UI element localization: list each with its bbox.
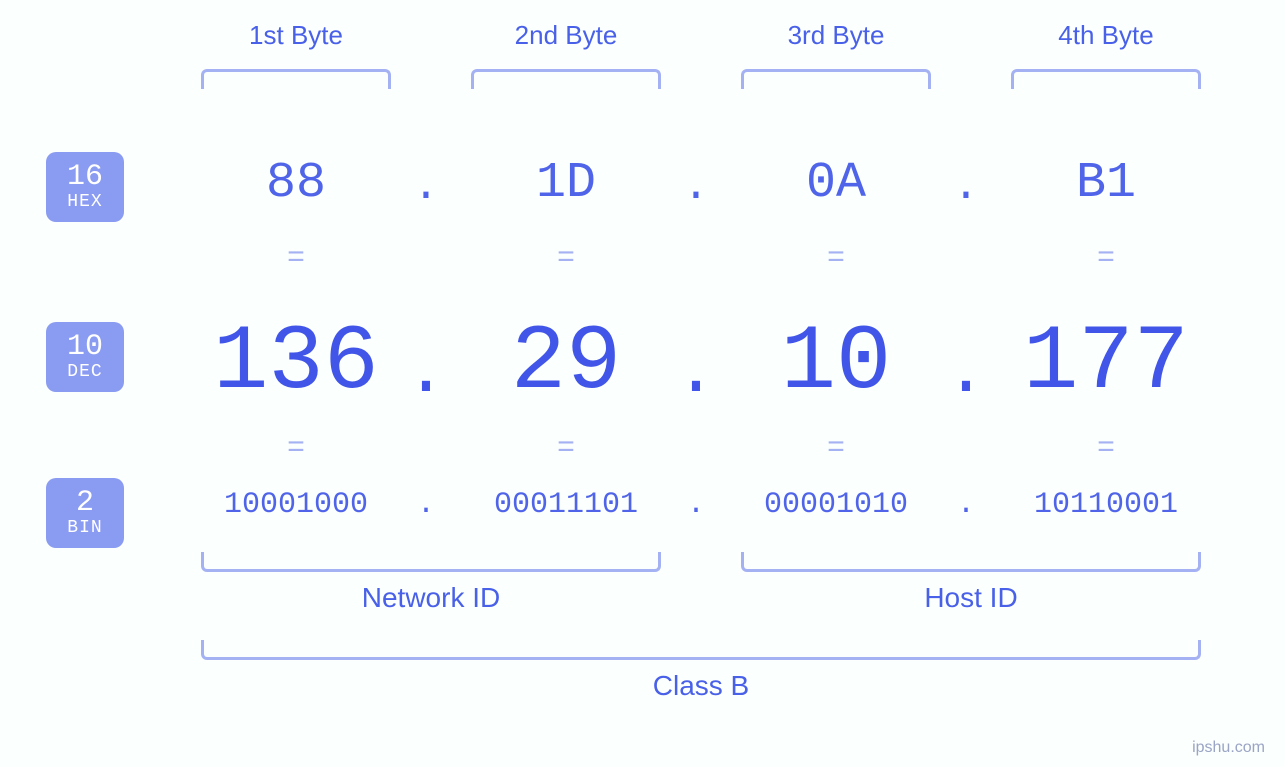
dot-dec: .	[671, 334, 721, 413]
dot-bin: .	[941, 488, 991, 522]
badge-dec: 10 DEC	[46, 322, 124, 392]
badge-dec-number: 10	[67, 332, 103, 364]
bin-value-3: 00001010	[726, 488, 946, 522]
dot-dec: .	[401, 334, 451, 413]
byte-label-2: 2nd Byte	[456, 20, 676, 51]
dec-value-4: 177	[996, 310, 1216, 415]
dot-hex: .	[671, 162, 721, 212]
bin-value-1: 10001000	[186, 488, 406, 522]
equals-icon: =	[186, 242, 406, 276]
equals-icon: =	[996, 242, 1216, 276]
byte-col-1: 1st Byte 88 = 136 = 10001000	[186, 20, 406, 89]
dec-value-3: 10	[726, 310, 946, 415]
badge-hex: 16 HEX	[46, 152, 124, 222]
dot-bin: .	[401, 488, 451, 522]
equals-icon: =	[456, 432, 676, 466]
host-id-bracket	[741, 552, 1201, 572]
byte-col-4: 4th Byte B1 = 177 = 10110001	[996, 20, 1216, 89]
byte-label-4: 4th Byte	[996, 20, 1216, 51]
hex-value-3: 0A	[726, 155, 946, 212]
network-id-bracket	[201, 552, 661, 572]
byte-bracket-1	[201, 69, 391, 89]
class-label: Class B	[201, 670, 1201, 702]
badge-bin-number: 2	[76, 488, 94, 520]
badge-dec-label: DEC	[67, 363, 102, 382]
byte-bracket-4	[1011, 69, 1201, 89]
equals-icon: =	[726, 432, 946, 466]
hex-value-1: 88	[186, 155, 406, 212]
watermark: ipshu.com	[1192, 739, 1265, 757]
dot-hex: .	[941, 162, 991, 212]
hex-value-4: B1	[996, 155, 1216, 212]
equals-icon: =	[726, 242, 946, 276]
byte-col-2: 2nd Byte 1D = 29 = 00011101	[456, 20, 676, 89]
dot-hex: .	[401, 162, 451, 212]
equals-icon: =	[996, 432, 1216, 466]
badge-bin-label: BIN	[67, 519, 102, 538]
badge-bin: 2 BIN	[46, 478, 124, 548]
dot-bin: .	[671, 488, 721, 522]
bin-value-4: 10110001	[996, 488, 1216, 522]
host-id-label: Host ID	[741, 582, 1201, 614]
bin-value-2: 00011101	[456, 488, 676, 522]
byte-label-3: 3rd Byte	[726, 20, 946, 51]
byte-bracket-3	[741, 69, 931, 89]
byte-col-3: 3rd Byte 0A = 10 = 00001010	[726, 20, 946, 89]
dot-dec: .	[941, 334, 991, 413]
badge-hex-label: HEX	[67, 193, 102, 212]
dec-value-1: 136	[186, 310, 406, 415]
equals-icon: =	[186, 432, 406, 466]
equals-icon: =	[456, 242, 676, 276]
dec-value-2: 29	[456, 310, 676, 415]
badge-hex-number: 16	[67, 162, 103, 194]
network-id-label: Network ID	[201, 582, 661, 614]
class-bracket	[201, 640, 1201, 660]
hex-value-2: 1D	[456, 155, 676, 212]
byte-bracket-2	[471, 69, 661, 89]
byte-label-1: 1st Byte	[186, 20, 406, 51]
